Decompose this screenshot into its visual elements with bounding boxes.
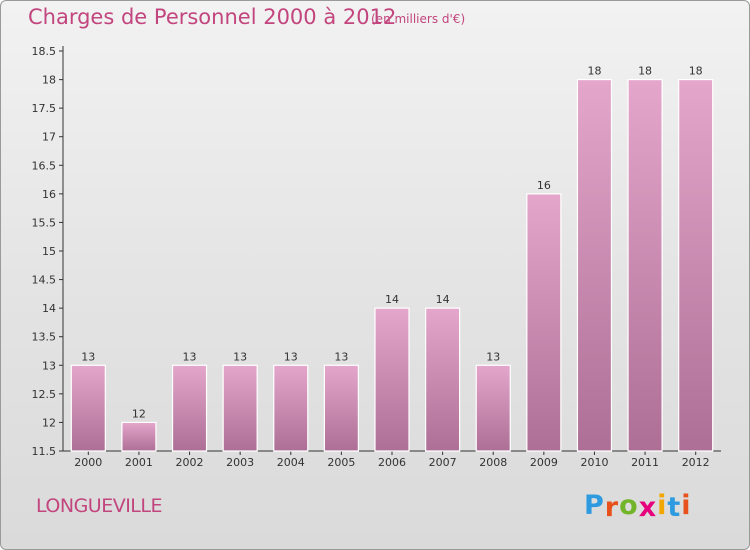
x-tick-label: 2009 [530, 456, 558, 469]
y-tick-label: 17.5 [32, 102, 57, 115]
y-tick-label: 14.5 [32, 274, 57, 287]
logo-letter: x [638, 492, 658, 523]
x-tick-label: 2007 [429, 456, 457, 469]
logo-letter: i [657, 490, 668, 521]
bar-value-label: 13 [233, 350, 247, 363]
bar-value-label: 13 [486, 350, 500, 363]
bar-2001 [121, 421, 157, 452]
bar-value-label: 13 [334, 350, 348, 363]
logo-letter: i [681, 490, 692, 521]
y-tick-label: 12 [42, 416, 56, 429]
x-tick-label: 2006 [378, 456, 406, 469]
bar-2004 [273, 364, 309, 452]
chart-unit-subtitle: (en milliers d'€) [371, 12, 466, 26]
bar-value-label: 13 [81, 350, 95, 363]
y-tick-label: 16 [42, 188, 56, 201]
y-tick-label: 12.5 [32, 388, 57, 401]
x-tick-label: 2004 [277, 456, 305, 469]
x-tick-label: 2002 [176, 456, 204, 469]
bar-value-label: 16 [537, 179, 551, 192]
logo-letter: P [584, 490, 605, 521]
bar-value-label: 18 [587, 65, 601, 78]
logo-letter: o [619, 490, 639, 521]
y-tick-label: 11.5 [32, 445, 57, 458]
y-tick-label: 13.5 [32, 331, 57, 344]
chart-bars [70, 78, 714, 452]
bar-2010 [576, 78, 613, 452]
bar-2000 [70, 364, 106, 452]
y-tick-label: 14 [42, 302, 56, 315]
bar-value-label: 14 [385, 293, 399, 306]
bar-value-label: 13 [183, 350, 197, 363]
bar-2007 [425, 307, 461, 452]
bar-value-label: 14 [436, 293, 450, 306]
y-tick-label: 18 [42, 74, 56, 87]
bar-value-label: 12 [132, 407, 146, 420]
bar-value-label: 18 [638, 65, 652, 78]
bar-2012 [678, 78, 714, 452]
x-tick-label: 2008 [479, 456, 507, 469]
y-tick-label: 16.5 [32, 159, 57, 172]
y-tick-label: 18.5 [32, 45, 57, 58]
commune-name: LONGUEVILLE [36, 495, 163, 517]
bar-2005 [323, 364, 359, 452]
x-tick-label: 2012 [682, 456, 710, 469]
logo-letter: t [667, 492, 682, 523]
bar-2008 [475, 364, 511, 452]
bar-value-label: 13 [284, 350, 298, 363]
bar-2002 [171, 364, 208, 452]
chart-labels: 11.5 12 12.5 13 13.5 14 14.5 15 15.5 16 16.5 17 17.5… [32, 45, 710, 469]
bar-2003 [222, 364, 258, 452]
bar-2006 [374, 307, 410, 452]
proxiti-logo[interactable]: Proxiti [584, 490, 692, 523]
y-tick-label: 15.5 [32, 216, 57, 229]
y-tick-label: 17 [42, 131, 56, 144]
y-tick-label: 15 [42, 245, 56, 258]
y-tick-label: 13 [42, 359, 56, 372]
x-tick-label: 2001 [125, 456, 153, 469]
x-tick-label: 2000 [74, 456, 102, 469]
x-tick-label: 2003 [226, 456, 254, 469]
bar-2011 [627, 78, 663, 452]
bar-value-label: 18 [689, 65, 703, 78]
logo-letter: r [604, 492, 620, 523]
bar-2009 [526, 193, 562, 452]
chart-title: Charges de Personnel 2000 à 2012 [28, 5, 397, 29]
x-tick-label: 2010 [580, 456, 608, 469]
x-tick-label: 2005 [327, 456, 355, 469]
x-tick-label: 2011 [631, 456, 659, 469]
